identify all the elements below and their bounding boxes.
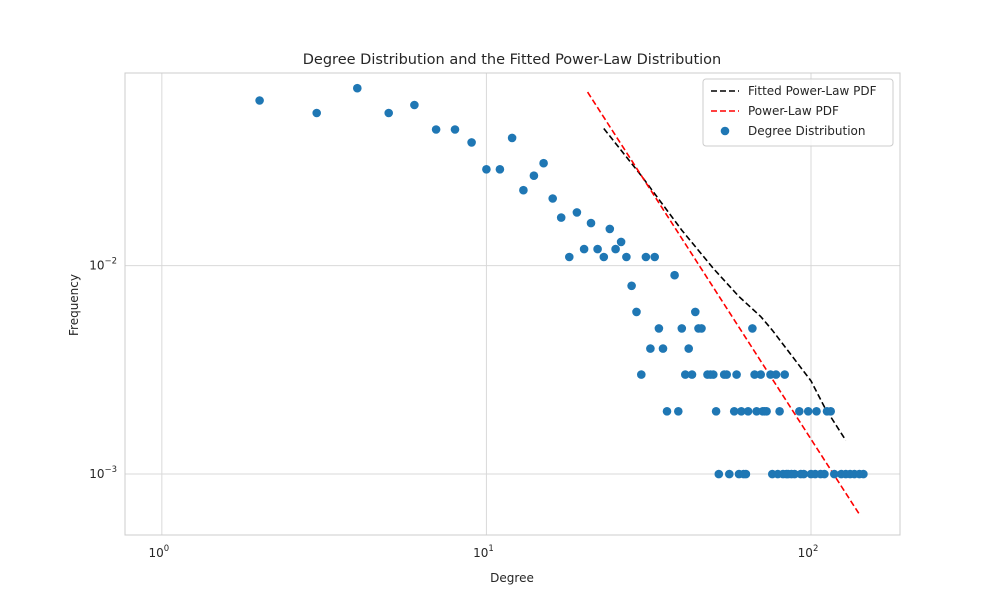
degree-point xyxy=(691,307,700,317)
degree-point xyxy=(741,469,751,479)
degree-point xyxy=(579,244,589,254)
degree-point xyxy=(507,133,517,143)
y-axis-ticks: 10−3 10−2 xyxy=(89,257,117,481)
degree-point xyxy=(684,344,693,353)
degree-point xyxy=(353,83,362,93)
fitted-power-law-line xyxy=(603,128,847,441)
power-law-line xyxy=(586,91,862,517)
degree-point xyxy=(681,370,690,379)
x-tick-label: 100 xyxy=(148,544,169,560)
x-axis-label: Degree xyxy=(490,571,534,585)
degree-point xyxy=(756,370,765,379)
degree-point xyxy=(709,370,718,379)
degree-point xyxy=(670,270,679,280)
degree-point xyxy=(627,281,636,291)
plot-background xyxy=(125,73,900,535)
degree-point xyxy=(605,224,615,234)
series-layer xyxy=(255,83,868,517)
degree-point xyxy=(450,125,460,134)
degree-point xyxy=(780,370,789,379)
degree-point xyxy=(593,244,602,254)
degree-point xyxy=(611,244,620,254)
legend-label: Power-Law PDF xyxy=(748,104,839,118)
degree-point xyxy=(637,370,646,379)
degree-point xyxy=(312,108,322,118)
degree-point xyxy=(622,252,631,262)
legend-label: Fitted Power-Law PDF xyxy=(748,84,877,98)
degree-point xyxy=(826,407,835,416)
degree-point xyxy=(820,469,829,479)
y-tick-label: 10−3 xyxy=(89,465,117,481)
x-tick-label: 102 xyxy=(798,544,819,560)
degree-point xyxy=(674,407,683,416)
degree-point xyxy=(722,370,731,379)
degree-point xyxy=(658,344,668,353)
degree-point xyxy=(632,307,641,317)
degree-point xyxy=(548,194,557,203)
degree-point xyxy=(732,370,741,379)
degree-point xyxy=(616,237,626,247)
degree-point xyxy=(599,252,609,262)
degree-point xyxy=(572,208,582,217)
degree-point xyxy=(812,407,821,416)
degree-point xyxy=(687,370,697,379)
degree-point xyxy=(431,125,441,134)
degree-point xyxy=(646,344,655,353)
plot-frame xyxy=(124,72,901,536)
degree-point xyxy=(743,407,753,416)
degree-point xyxy=(830,469,839,479)
chart-title: Degree Distribution and the Fitted Power… xyxy=(303,52,721,68)
plot-area xyxy=(124,72,901,536)
degree-point xyxy=(799,469,809,479)
legend-box xyxy=(702,78,894,147)
degree-point xyxy=(729,407,739,416)
degree-point xyxy=(467,138,476,147)
degree-point xyxy=(714,469,724,479)
degree-point xyxy=(803,407,813,416)
degree-point xyxy=(586,218,596,228)
x-tick-label: 101 xyxy=(473,544,494,560)
degree-point xyxy=(495,165,505,174)
x-axis-ticks: 100 101 102 xyxy=(148,544,818,560)
degree-point xyxy=(539,158,548,168)
degree-point xyxy=(255,96,264,105)
legend-marker-swatch xyxy=(720,126,730,136)
degree-point xyxy=(737,407,746,416)
degree-point xyxy=(711,407,721,416)
degree-point xyxy=(556,213,566,222)
degree-point xyxy=(482,165,491,174)
degree-point xyxy=(529,171,539,180)
degree-point xyxy=(641,252,651,262)
legend-label: Degree Distribution xyxy=(748,124,866,138)
degree-point xyxy=(654,324,664,333)
degree-point xyxy=(790,469,799,479)
degree-point xyxy=(410,100,419,110)
degree-point xyxy=(384,108,394,118)
degree-point xyxy=(519,185,528,195)
degree-point xyxy=(795,407,804,416)
y-tick-label: 10−2 xyxy=(89,257,117,273)
degree-point xyxy=(762,407,771,416)
degree-point xyxy=(775,407,784,416)
degree-point xyxy=(750,370,759,379)
degree-point xyxy=(725,469,734,479)
y-axis-label: Frequency xyxy=(67,274,81,336)
degree-point xyxy=(697,324,706,333)
degree-point xyxy=(677,324,687,333)
degree-point xyxy=(565,252,574,262)
degree-point xyxy=(752,407,761,416)
degree-point xyxy=(771,370,781,379)
legend: Fitted Power-Law PDF Power-Law PDF Degree … xyxy=(702,78,894,147)
degree-point xyxy=(748,324,757,333)
degree-point xyxy=(650,252,659,262)
degree-point xyxy=(859,469,868,479)
degree-point xyxy=(662,407,672,416)
